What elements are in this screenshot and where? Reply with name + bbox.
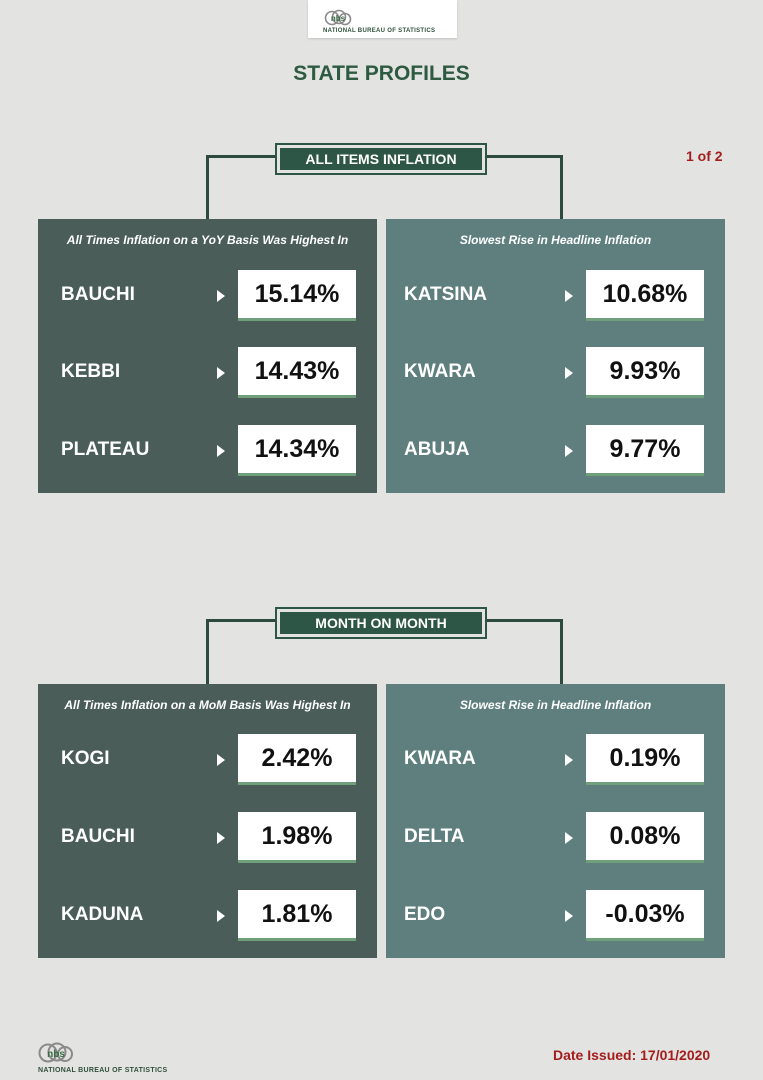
arrow-right-icon (217, 910, 225, 922)
inflation-value: 14.34% (238, 425, 356, 476)
panel-heading: All Times Inflation on a MoM Basis Was H… (64, 698, 351, 712)
nbs-logo-icon: nbs (324, 9, 352, 26)
inflation-value: 0.08% (586, 812, 704, 863)
mom-slowest-panel: Slowest Rise in Headline Inflation KWARA… (386, 684, 725, 958)
page-count: 1 of 2 (686, 148, 723, 164)
panel-heading: All Times Inflation on a YoY Basis Was H… (66, 233, 349, 247)
state-row: KATSINA 10.68% (386, 270, 725, 322)
state-row: KOGI 2.42% (38, 734, 377, 786)
mom-highest-panel: All Times Inflation on a MoM Basis Was H… (38, 684, 377, 958)
arrow-right-icon (565, 754, 573, 766)
inflation-value: 2.42% (238, 734, 356, 785)
state-row: BAUCHI 15.14% (38, 270, 377, 322)
state-row: DELTA 0.08% (386, 812, 725, 864)
panel-heading: Slowest Rise in Headline Inflation (459, 233, 652, 247)
state-name: PLATEAU (61, 439, 150, 460)
footer-logo-text: NATIONAL BUREAU OF STATISTICS (38, 1067, 168, 1074)
state-name: EDO (404, 904, 446, 925)
section-label: MONTH ON MONTH (275, 607, 487, 639)
footer-nbs-logo-icon: nbs (38, 1042, 73, 1063)
state-row: KEBBI 14.43% (38, 347, 377, 399)
state-name: KWARA (404, 748, 476, 769)
state-name: BAUCHI (61, 284, 135, 305)
state-name: KWARA (404, 361, 476, 382)
header-logo-text: NATIONAL BUREAU OF STATISTICS (323, 28, 436, 34)
arrow-right-icon (565, 910, 573, 922)
state-name: ABUJA (404, 439, 470, 460)
inflation-value: 14.43% (238, 347, 356, 398)
state-name: KADUNA (61, 904, 144, 925)
state-row: KWARA 9.93% (386, 347, 725, 399)
section-label: ALL ITEMS INFLATION (275, 143, 487, 175)
arrow-right-icon (217, 445, 225, 457)
page-title: STATE PROFILES (293, 62, 470, 85)
logo-mark-text: nbs (331, 14, 346, 23)
state-name: KEBBI (61, 361, 121, 382)
state-row: BAUCHI 1.98% (38, 812, 377, 864)
yoy-highest-panel: All Times Inflation on a YoY Basis Was H… (38, 219, 377, 493)
inflation-value: 10.68% (586, 270, 704, 321)
footer-logo-mark-text: nbs (47, 1049, 65, 1060)
inflation-value: 1.81% (238, 890, 356, 941)
inflation-value: 1.98% (238, 812, 356, 863)
arrow-right-icon (565, 832, 573, 844)
state-name: BAUCHI (61, 826, 135, 847)
inflation-value: -0.03% (586, 890, 704, 941)
state-row: PLATEAU 14.34% (38, 425, 377, 477)
arrow-right-icon (217, 832, 225, 844)
state-row: EDO -0.03% (386, 890, 725, 942)
state-row: KADUNA 1.81% (38, 890, 377, 942)
arrow-right-icon (217, 290, 225, 302)
state-name: DELTA (404, 826, 465, 847)
inflation-value: 9.77% (586, 425, 704, 476)
inflation-value: 15.14% (238, 270, 356, 321)
date-issued: Date Issued: 17/01/2020 (553, 1047, 711, 1063)
arrow-right-icon (565, 445, 573, 457)
state-row: KWARA 0.19% (386, 734, 725, 786)
arrow-right-icon (217, 367, 225, 379)
state-name: KOGI (61, 748, 110, 769)
inflation-value: 0.19% (586, 734, 704, 785)
arrow-right-icon (565, 367, 573, 379)
state-row: ABUJA 9.77% (386, 425, 725, 477)
header-logo: nbs NATIONAL BUREAU OF STATISTICS (308, 0, 457, 38)
yoy-slowest-panel: Slowest Rise in Headline Inflation KATSI… (386, 219, 725, 493)
panel-heading: Slowest Rise in Headline Inflation (459, 698, 652, 712)
inflation-value: 9.93% (586, 347, 704, 398)
arrow-right-icon (217, 754, 225, 766)
arrow-right-icon (565, 290, 573, 302)
state-name: KATSINA (404, 284, 488, 305)
